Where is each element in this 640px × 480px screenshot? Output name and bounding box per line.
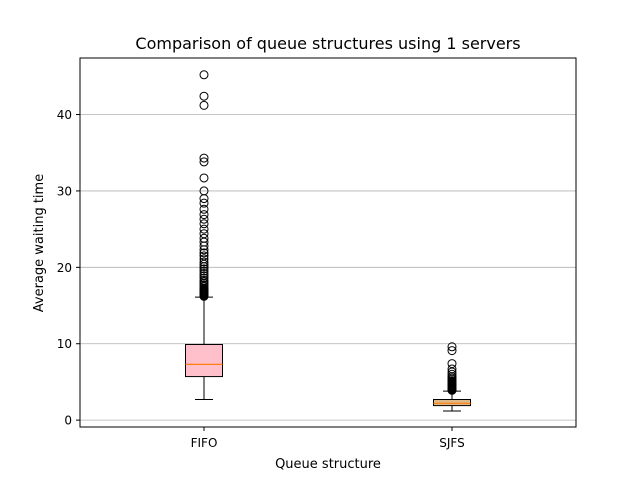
outlier-point	[199, 70, 209, 80]
outlier-point	[199, 198, 209, 208]
x-tick-label: FIFO	[191, 436, 218, 450]
gridlines	[80, 114, 576, 421]
x-axis-label: Queue structure	[275, 457, 381, 472]
chart-title: Comparison of queue structures using 1 s…	[135, 34, 520, 53]
x-tick-label: SJFS	[439, 436, 464, 450]
outlier-point	[199, 100, 209, 110]
outlier-point	[199, 157, 209, 167]
outlier-point	[199, 271, 209, 281]
outlier-point	[199, 273, 209, 283]
outlier-point	[199, 248, 209, 258]
outlier-point	[199, 264, 209, 274]
y-tick-label: 20	[57, 261, 72, 275]
box-sjfs	[433, 342, 471, 412]
outlier-point	[199, 173, 209, 183]
outlier-point	[199, 210, 209, 220]
outlier-point	[199, 268, 209, 278]
y-tick-label: 40	[57, 108, 72, 122]
boxes	[185, 70, 471, 412]
outlier-point	[447, 342, 457, 352]
y-axis-ticks: 0 10 20 30 40	[57, 108, 80, 428]
y-tick-label: 0	[64, 414, 72, 428]
box-fifo	[185, 70, 223, 400]
outlier-point	[447, 364, 457, 374]
box-iqr	[185, 343, 223, 378]
outlier-point	[199, 204, 209, 214]
outlier-point	[447, 359, 457, 369]
y-axis-label: Average waiting time	[32, 174, 47, 312]
plot-frame	[79, 57, 577, 428]
outlier-point	[447, 346, 457, 356]
outlier-point	[199, 214, 209, 224]
y-tick-label: 10	[57, 337, 72, 351]
outlier-point	[199, 224, 209, 234]
outlier-point	[199, 186, 209, 196]
outlier-point	[199, 275, 209, 285]
outlier-point	[199, 153, 209, 163]
outlier-point	[199, 251, 209, 261]
outlier-point	[199, 229, 209, 239]
outlier-point	[199, 257, 209, 267]
outlier-point	[199, 233, 209, 243]
outlier-point	[199, 266, 209, 276]
outlier-point	[199, 219, 209, 229]
outlier-point	[447, 369, 457, 379]
y-tick-label: 30	[57, 184, 72, 198]
outlier-point	[199, 194, 209, 204]
outlier-point	[199, 254, 209, 264]
outlier-point	[199, 91, 209, 101]
x-axis-ticks: FIFO SJFS	[191, 427, 465, 450]
box-iqr	[433, 398, 471, 407]
